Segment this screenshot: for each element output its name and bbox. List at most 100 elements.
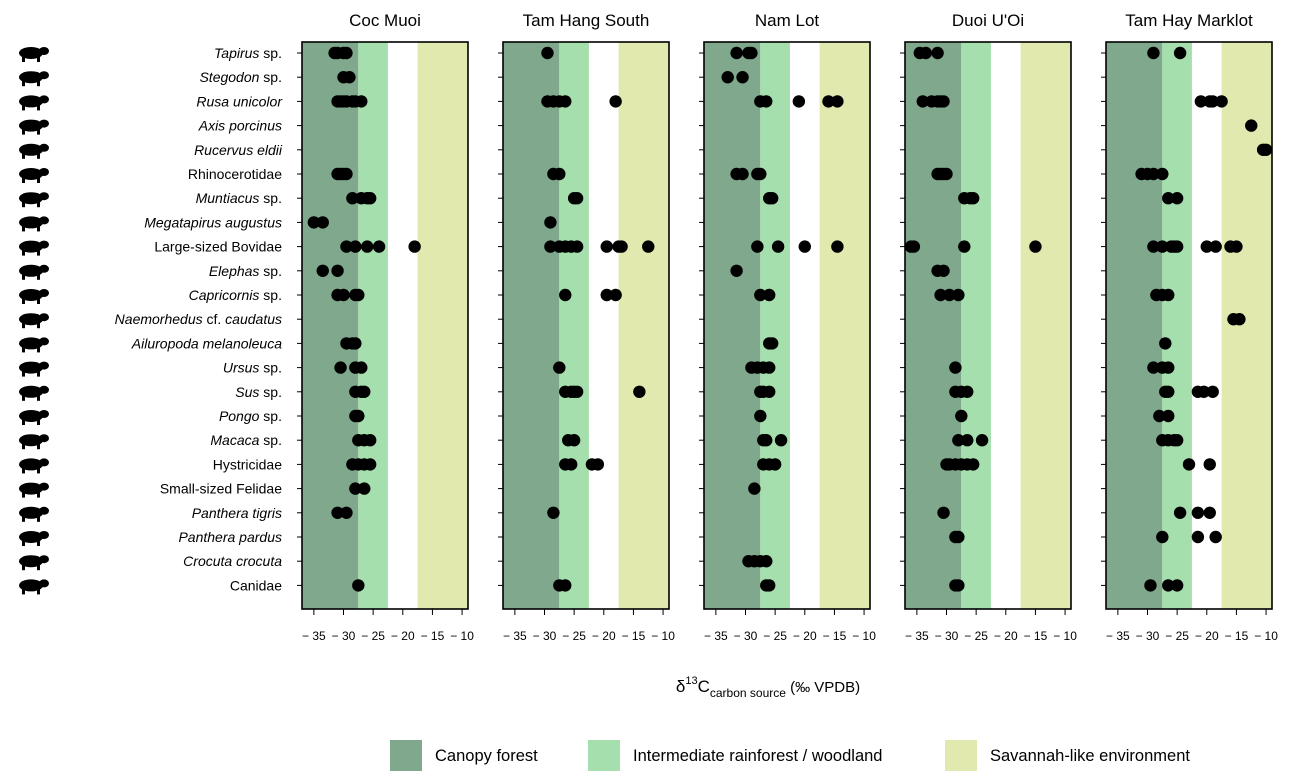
x-tick-label: − 30	[533, 629, 557, 643]
data-point	[547, 506, 560, 519]
data-point	[975, 434, 989, 447]
panda-icon	[19, 337, 49, 353]
data-point	[340, 240, 353, 253]
data-point	[937, 506, 950, 519]
tapir-icon	[19, 47, 49, 62]
data-point	[1162, 361, 1175, 374]
x-tick-label: − 25	[964, 629, 988, 643]
legend: Canopy forest Intermediate rainforest / w…	[390, 740, 1190, 771]
data-point	[1209, 240, 1222, 253]
data-point	[331, 264, 344, 277]
elds-deer-icon	[19, 143, 49, 159]
data-point	[1233, 313, 1246, 326]
data-point	[1170, 579, 1184, 592]
x-axis-label: δ13Ccarbon source (‰ VPDB)	[676, 675, 860, 700]
taxon-label: Panthera pardus	[178, 529, 282, 545]
data-point	[559, 288, 572, 302]
x-tick-label: − 20	[391, 629, 415, 643]
data-point	[570, 192, 584, 205]
zone-band	[704, 42, 761, 609]
hog-deer-icon	[19, 119, 49, 135]
data-point	[340, 167, 353, 181]
zone-band	[789, 42, 820, 609]
taxon-label: Rusa unicolor	[196, 93, 283, 109]
data-point	[1215, 95, 1228, 108]
data-point	[615, 240, 628, 253]
data-point	[541, 46, 554, 60]
data-point	[748, 482, 761, 495]
x-tick-label: − 25	[562, 629, 586, 643]
data-point	[1147, 46, 1160, 60]
taxon-label: Large-sized Bovidae	[154, 239, 282, 255]
data-point	[1162, 409, 1175, 423]
data-point	[937, 264, 950, 277]
taxon-label: Ailuropoda melanoleuca	[131, 335, 282, 351]
taxon-label: Small-sized Felidae	[160, 481, 282, 497]
legend-swatch	[588, 740, 620, 771]
x-tick-label: − 10	[450, 629, 474, 643]
data-point	[352, 409, 365, 423]
data-point	[1200, 240, 1213, 253]
canid-icon	[19, 579, 49, 595]
panel-frame	[703, 41, 871, 610]
x-tick-label: − 10	[651, 629, 675, 643]
data-point	[1203, 458, 1216, 471]
x-tick-label: − 15	[622, 629, 646, 643]
data-point	[564, 458, 578, 471]
stegodon-icon	[19, 71, 49, 87]
data-point	[721, 71, 734, 84]
data-point	[570, 385, 584, 398]
panel-title: Coc Muoi	[349, 11, 421, 30]
x-tick-label: − 30	[1136, 629, 1160, 643]
data-point	[952, 579, 965, 592]
taxon-label: Macaca sp.	[210, 432, 282, 448]
x-tick-label: − 20	[1195, 629, 1219, 643]
data-point	[1147, 167, 1160, 181]
data-point	[754, 167, 767, 181]
taxon-label: Canidae	[230, 577, 282, 593]
data-point	[745, 46, 758, 60]
data-point	[1156, 167, 1169, 181]
data-point	[1162, 385, 1175, 398]
x-tick-label: − 20	[994, 629, 1018, 643]
data-point	[358, 482, 371, 495]
data-point	[736, 167, 749, 181]
data-point	[361, 240, 374, 253]
data-point	[1209, 530, 1222, 544]
x-tick-label: − 35	[503, 629, 527, 643]
data-point	[346, 192, 359, 205]
data-point	[1147, 240, 1160, 253]
data-point	[1170, 240, 1184, 253]
panel-nam-lot: Nam Lot − 35 − 30 − 25 − 20 − 15 − 10	[699, 11, 876, 643]
leopard-icon	[19, 531, 49, 546]
data-point	[949, 361, 962, 374]
taxon-label: Rucervus eldii	[194, 142, 283, 158]
data-point	[1173, 46, 1187, 60]
data-point	[730, 264, 743, 277]
hyena-icon	[19, 555, 49, 571]
x-tick-label: − 15	[421, 629, 445, 643]
x-tick-label: − 35	[302, 629, 326, 643]
orangutan-icon	[19, 410, 49, 425]
data-point	[600, 288, 613, 302]
data-point	[1245, 119, 1258, 132]
data-point	[1191, 530, 1205, 544]
panel-title: Duoi U'Oi	[952, 11, 1024, 30]
x-tick-label: − 10	[852, 629, 876, 643]
data-point	[1159, 337, 1172, 350]
x-tick-label: − 35	[1106, 629, 1130, 643]
data-point	[1170, 192, 1184, 205]
small-cat-icon	[19, 482, 49, 498]
data-point	[1029, 240, 1042, 253]
bovid-icon	[19, 240, 49, 256]
zone-band	[358, 42, 388, 609]
zone-band	[417, 42, 468, 609]
boar-icon	[19, 385, 49, 401]
legend-swatch	[390, 740, 422, 771]
data-point	[349, 482, 362, 495]
data-point	[1230, 240, 1243, 253]
data-point	[1144, 579, 1157, 592]
x-tick-label: − 15	[1225, 629, 1249, 643]
x-tick-label: − 20	[793, 629, 817, 643]
rhinoceros-icon	[19, 168, 49, 183]
